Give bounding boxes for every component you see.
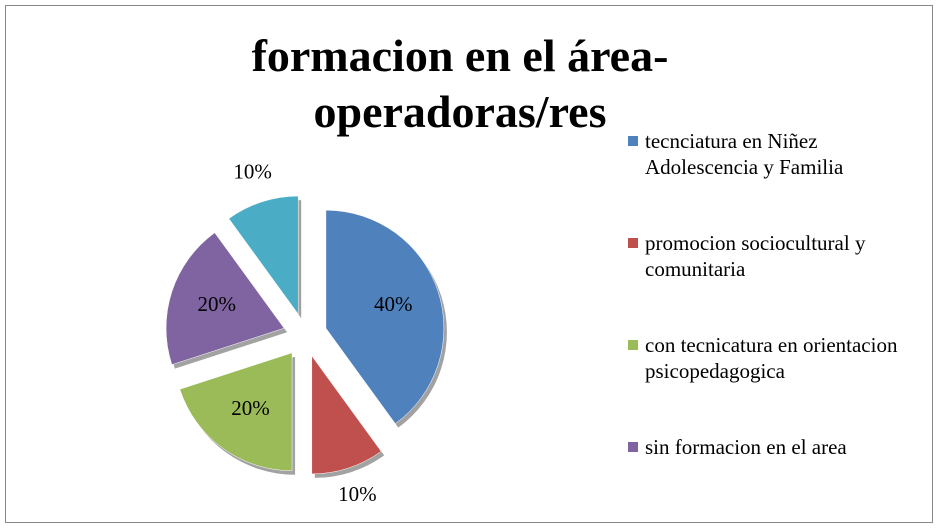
legend-item: promocion sociocultural y comunitaria	[628, 230, 918, 282]
pie-slice	[179, 352, 293, 472]
data-label: 20%	[231, 396, 270, 420]
legend-item: con tecnicatura en orientacion psicopeda…	[628, 332, 918, 384]
pie-slice	[165, 232, 285, 365]
chart-border	[5, 5, 933, 523]
legend-item: sin formacion en el area	[628, 434, 918, 460]
legend-label: promocion sociocultural y comunitaria	[645, 231, 866, 281]
legend-swatch	[628, 136, 638, 146]
legend-label: con tecnicatura en orientacion psicopeda…	[645, 333, 898, 383]
data-label: 20%	[197, 292, 236, 316]
legend-label: tecnciatura en Niñez Adolescencia y Fami…	[645, 129, 844, 179]
data-label: 10%	[338, 482, 377, 506]
data-label: 40%	[374, 292, 413, 316]
pie-slice	[228, 195, 299, 315]
legend-label: sin formacion en el area	[645, 435, 847, 459]
pie-slice	[325, 209, 445, 425]
chart-title: formacion en el área-operadoras/res	[251, 30, 669, 137]
legend-swatch	[628, 442, 638, 452]
legend-item: tecnciatura en Niñez Adolescencia y Fami…	[628, 128, 918, 180]
pie-slice	[311, 355, 382, 475]
data-label: 10%	[233, 160, 272, 184]
legend-swatch	[628, 238, 638, 248]
legend-swatch	[628, 340, 638, 350]
